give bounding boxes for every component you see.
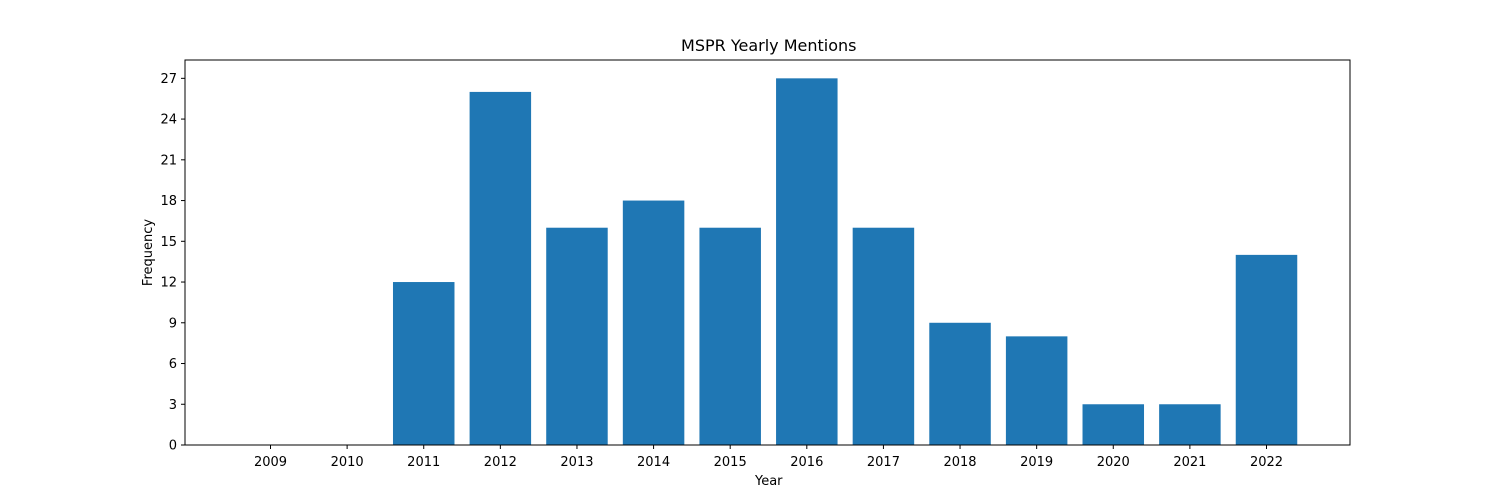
y-axis-label: Frequency — [141, 219, 156, 286]
plot-frame — [184, 59, 1351, 446]
bar-2022 — [1235, 254, 1298, 445]
x-tick-label-2021: 2021 — [1173, 455, 1206, 470]
y-tick-label-9: 9 — [169, 316, 177, 331]
y-tick-label-0: 0 — [169, 439, 177, 454]
bar-2021 — [1159, 404, 1221, 445]
bar-2016 — [776, 78, 838, 445]
y-tick-label-3: 3 — [169, 398, 177, 413]
bar-2019 — [1005, 336, 1068, 445]
bar-2015 — [699, 227, 761, 445]
chart-title: MSPR Yearly Mentions — [681, 36, 856, 55]
x-tick-label-2014: 2014 — [637, 455, 670, 470]
y-axis-ticks: 0 3 6 9 12 15 18 21 24 27 — [160, 72, 185, 454]
x-tick-label-2017: 2017 — [867, 455, 900, 470]
x-tick-label-2019: 2019 — [1020, 455, 1053, 470]
x-tick-label-2018: 2018 — [943, 455, 976, 470]
x-tick-label-2010: 2010 — [331, 455, 364, 470]
x-tick-label-2022: 2022 — [1250, 455, 1283, 470]
x-axis-ticks: 2009 2010 2011 2012 2013 2014 2015 2016 2017 2018… — [254, 445, 1283, 470]
x-tick-label-2016: 2016 — [790, 455, 823, 470]
x-tick-label-2012: 2012 — [484, 455, 517, 470]
bar-2013 — [546, 227, 608, 445]
x-tick-label-2013: 2013 — [560, 455, 593, 470]
bars — [392, 78, 1298, 446]
y-tick-label-18: 18 — [160, 194, 177, 209]
x-tick-label-2009: 2009 — [254, 455, 287, 470]
x-tick-label-2011: 2011 — [407, 455, 440, 470]
y-tick-label-21: 21 — [160, 153, 177, 168]
bar-2011 — [392, 282, 455, 445]
y-tick-label-15: 15 — [160, 235, 177, 250]
x-axis-label: Year — [754, 474, 783, 489]
bar-2018 — [929, 322, 991, 445]
bar-2017 — [852, 227, 915, 445]
x-tick-label-2015: 2015 — [714, 455, 747, 470]
bar-2020 — [1082, 404, 1145, 445]
y-tick-label-12: 12 — [160, 276, 177, 291]
bar-2012 — [469, 91, 532, 446]
y-tick-label-27: 27 — [160, 72, 177, 87]
bar-2014 — [622, 200, 685, 445]
y-tick-label-24: 24 — [160, 113, 177, 128]
x-tick-label-2020: 2020 — [1097, 455, 1130, 470]
y-tick-label-6: 6 — [169, 357, 177, 372]
